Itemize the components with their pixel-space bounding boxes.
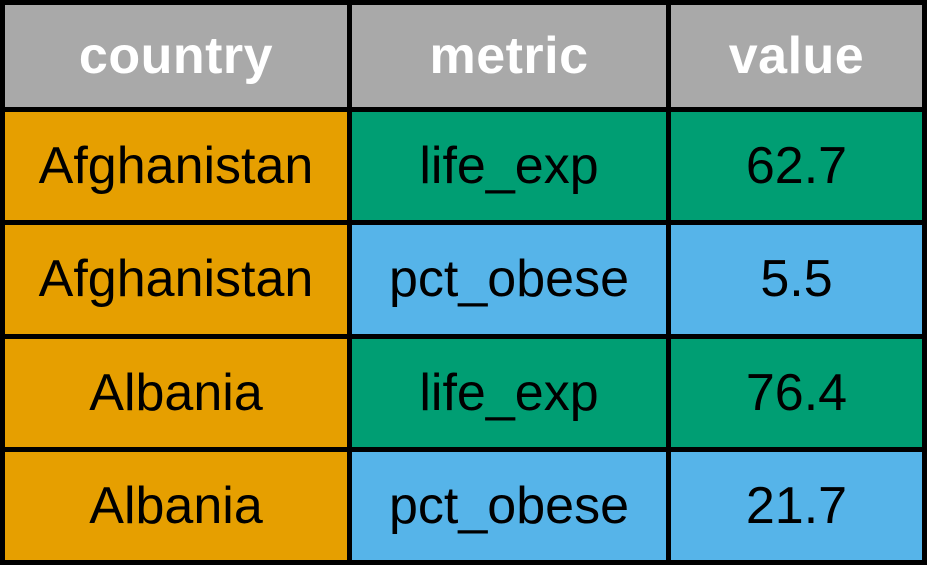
value-cell: 76.4 [671,338,927,452]
column-header-country: country [0,0,352,112]
table-row: Albania life_exp 76.4 [0,338,927,452]
metric-cell: pct_obese [352,451,671,565]
data-table-container: country metric value Afghanistan life_ex… [0,0,927,565]
column-header-value: value [671,0,927,112]
value-cell: 5.5 [671,225,927,339]
value-cell: 62.7 [671,112,927,226]
data-table: country metric value Afghanistan life_ex… [0,0,927,565]
metric-cell: life_exp [352,112,671,226]
country-cell: Albania [0,338,352,452]
country-cell: Albania [0,451,352,565]
metric-cell: pct_obese [352,225,671,339]
table-row: Albania pct_obese 21.7 [0,451,927,565]
table-row: Afghanistan pct_obese 5.5 [0,225,927,339]
value-cell: 21.7 [671,451,927,565]
header-row: country metric value [0,0,927,112]
table-row: Afghanistan life_exp 62.7 [0,112,927,226]
metric-cell: life_exp [352,338,671,452]
country-cell: Afghanistan [0,112,352,226]
country-cell: Afghanistan [0,225,352,339]
column-header-metric: metric [352,0,671,112]
